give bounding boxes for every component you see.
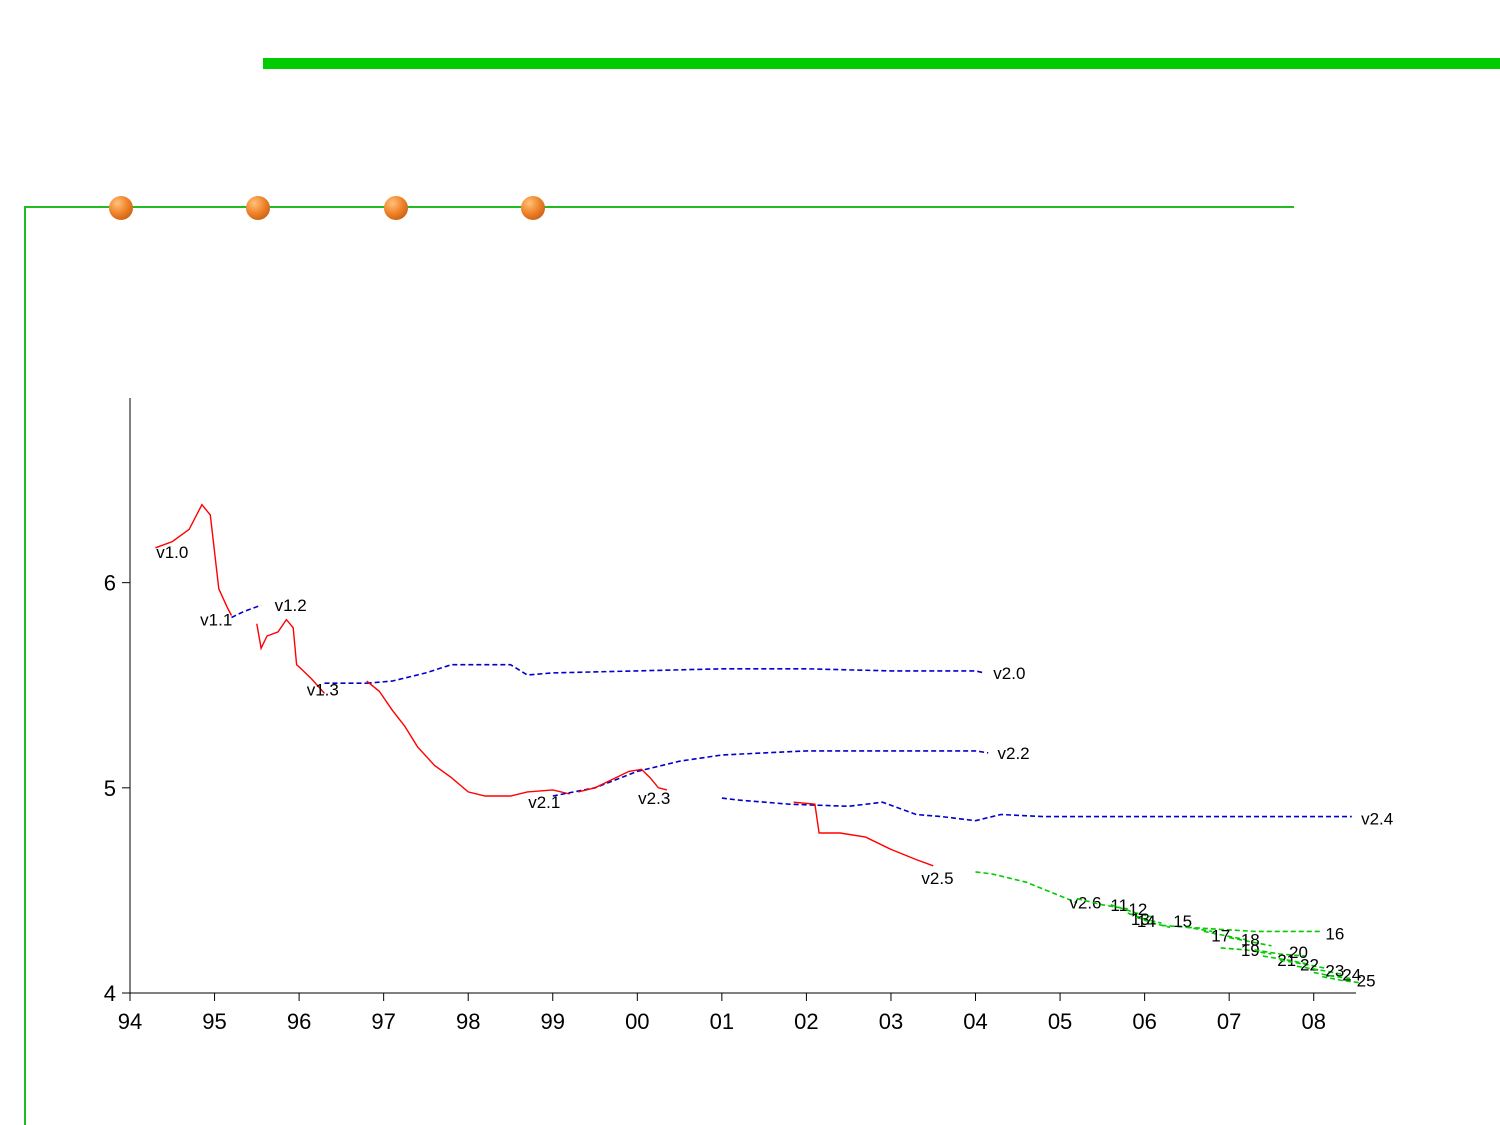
- series-label-19: 19: [1241, 941, 1260, 960]
- x-tick-label: 02: [794, 1009, 818, 1034]
- series-line-v1-1: [231, 604, 262, 619]
- series-line-v2-1: [366, 680, 570, 797]
- series-label-16: 16: [1325, 925, 1344, 944]
- orange-bullet-2: [246, 196, 270, 220]
- series-label-12: 12: [1128, 900, 1147, 919]
- x-tick-label: 98: [456, 1009, 480, 1034]
- series-label-v2-3: v2.3: [638, 789, 670, 808]
- series-label-v1-2: v1.2: [275, 596, 307, 615]
- x-tick-label: 99: [541, 1009, 565, 1034]
- series-line-v2-2: [552, 750, 989, 797]
- series-label-17: 17: [1211, 927, 1230, 946]
- x-tick-label: 01: [710, 1009, 734, 1034]
- series-label-14: 14: [1137, 912, 1156, 931]
- series-line-v2-6: [975, 871, 1078, 904]
- y-tick-label: 4: [104, 981, 116, 1006]
- series-line-21: [1262, 955, 1310, 966]
- frame-top-rule: [24, 206, 1294, 208]
- series-label-11: 11: [1110, 896, 1128, 915]
- series-label-v2-0: v2.0: [993, 664, 1025, 683]
- series-line-v2-5: [793, 801, 934, 867]
- series-line-22: [1279, 959, 1327, 970]
- series-label-25: 25: [1357, 972, 1376, 991]
- series-label-v2-1: v2.1: [528, 793, 560, 812]
- series-label-24: 24: [1342, 966, 1361, 985]
- series-line-20: [1254, 949, 1306, 957]
- y-tick-label: 6: [104, 571, 116, 596]
- series-label-v1-3: v1.3: [307, 680, 339, 699]
- x-tick-label: 06: [1132, 1009, 1156, 1034]
- series-label-v2-2: v2.2: [997, 744, 1029, 763]
- series-label-13: 13: [1131, 910, 1150, 929]
- series-label-18: 18: [1241, 931, 1260, 950]
- series-label-v2-5: v2.5: [921, 869, 953, 888]
- series-line-19: [1220, 947, 1272, 955]
- x-tick-label: 94: [118, 1009, 142, 1034]
- x-tick-label: 04: [963, 1009, 987, 1034]
- x-tick-label: 96: [287, 1009, 311, 1034]
- series-line-v2-0: [366, 663, 985, 684]
- x-tick-label: 97: [371, 1009, 395, 1034]
- series-line-12: [1110, 904, 1154, 918]
- x-tick-label: 95: [202, 1009, 226, 1034]
- orange-bullet-4: [521, 196, 545, 220]
- orange-bullet-3: [384, 196, 408, 220]
- series-label-v2-4: v2.4: [1361, 810, 1393, 829]
- series-line-18: [1229, 936, 1272, 947]
- series-line-25: [1322, 975, 1361, 984]
- orange-bullet-1: [109, 196, 133, 220]
- series-line-v1-0: [155, 503, 233, 616]
- x-tick-label: 08: [1301, 1009, 1325, 1034]
- x-tick-label: 03: [879, 1009, 903, 1034]
- series-line-17: [1203, 930, 1247, 941]
- series-line-14: [1135, 916, 1171, 929]
- y-tick-label: 5: [104, 776, 116, 801]
- series-line-v1-2: [256, 618, 326, 694]
- series-label-22: 22: [1300, 955, 1319, 974]
- series-line-23: [1296, 965, 1344, 976]
- x-tick-label: 07: [1217, 1009, 1241, 1034]
- x-tick-label: 05: [1048, 1009, 1072, 1034]
- series-line-v2-3: [577, 768, 668, 793]
- series-label-20: 20: [1289, 943, 1308, 962]
- frame-left-rule: [24, 206, 26, 1125]
- series-label-21: 21: [1277, 951, 1296, 970]
- series-line-16: [1186, 926, 1323, 933]
- x-tick-label: 00: [625, 1009, 649, 1034]
- series-line-24: [1313, 971, 1352, 980]
- series-label-15: 15: [1173, 912, 1192, 931]
- header-accent-bar: [263, 58, 1500, 69]
- series-line-13: [1127, 912, 1162, 924]
- series-label-v1-1: v1.1: [200, 611, 232, 630]
- series-label-v1-0: v1.0: [156, 543, 188, 562]
